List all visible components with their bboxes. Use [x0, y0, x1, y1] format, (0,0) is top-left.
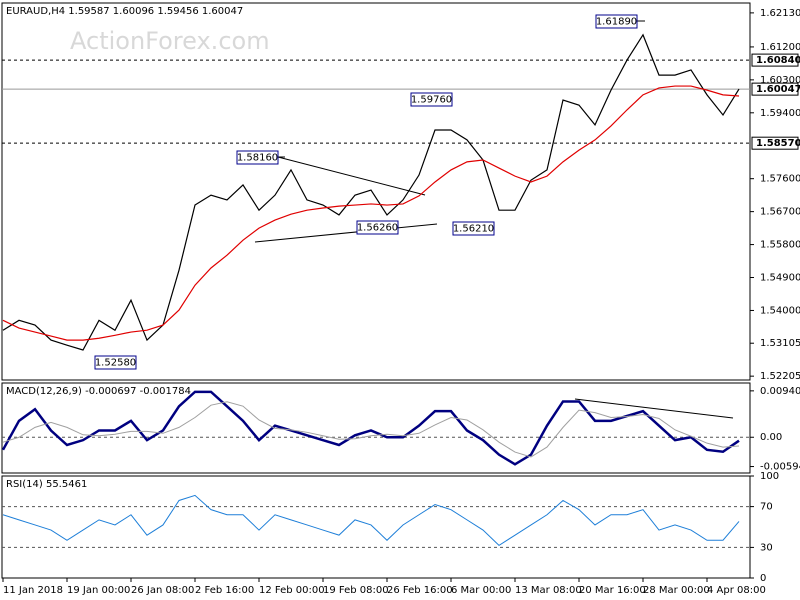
trendline	[254, 223, 438, 243]
x-tick-label: 19 Feb 08:00	[323, 585, 389, 596]
x-tick-label: 2 Feb 16:00	[195, 585, 254, 596]
level-label: 1.60047	[756, 84, 800, 95]
annotation-box	[94, 355, 137, 370]
x-tick-label: 4 Apr 08:00	[707, 585, 766, 596]
y-tick-label: 1.60300	[760, 75, 800, 86]
y-tick-label: 30	[760, 542, 773, 553]
annotation-box	[452, 221, 495, 236]
panel-title: MACD(12,26,9) -0.000697 -0.001784	[6, 386, 191, 397]
level-label: 1.60840	[756, 55, 800, 66]
y-tick-label: 0.009407	[760, 386, 800, 397]
y-tick-label: 0.00	[760, 432, 782, 443]
annotation-box	[595, 14, 638, 29]
level-label: 1.58570	[756, 138, 800, 149]
y-tick-label: 0	[760, 573, 766, 584]
series-line	[2, 85, 740, 341]
x-tick-label: 26 Feb 16:00	[387, 585, 453, 596]
annotation-label: 1.61890	[596, 17, 637, 28]
x-tick-label: 28 Mar 00:00	[643, 585, 710, 596]
series-line	[1, 390, 740, 466]
y-tick-label: 1.53105	[760, 338, 800, 349]
annotation-label: 1.52580	[95, 358, 136, 369]
y-tick-label: 70	[760, 502, 773, 513]
macd-trendline	[574, 398, 734, 419]
y-tick-label: 1.57600	[760, 174, 800, 185]
x-tick-label: 20 Mar 16:00	[579, 585, 646, 596]
annotation-label: 1.56210	[453, 224, 494, 235]
y-tick-label: 1.54900	[760, 273, 800, 284]
annotation-box	[356, 220, 399, 235]
price-panel	[1, 2, 751, 381]
x-tick-label: 12 Feb 00:00	[259, 585, 325, 596]
y-tick-label: 1.62130	[760, 8, 800, 19]
trendline	[277, 156, 426, 196]
y-tick-label: -0.00594	[760, 462, 800, 473]
panel-title: EURAUD,H4 1.59587 1.60096 1.59456 1.6004…	[6, 6, 243, 17]
watermark: ActionForex.com	[70, 27, 270, 55]
series-line	[2, 401, 740, 458]
x-tick-label: 26 Jan 08:00	[131, 585, 194, 596]
level-label-box	[751, 82, 799, 96]
y-tick-label: 100	[760, 471, 779, 482]
rsi-panel	[1, 475, 751, 579]
x-tick-label: 6 Mar 00:00	[451, 585, 511, 596]
y-tick-label: 1.59400	[760, 108, 800, 119]
panel-title: RSI(14) 55.5461	[6, 479, 87, 490]
y-tick-label: 1.54000	[760, 305, 800, 316]
x-tick-label: 11 Jan 2018	[3, 585, 63, 596]
x-tick-label: 13 Mar 08:00	[515, 585, 582, 596]
level-label-box	[751, 136, 799, 150]
y-tick-label: 1.56700	[760, 207, 800, 218]
x-tick-label: 19 Jan 00:00	[67, 585, 130, 596]
y-tick-label: 1.55800	[760, 240, 800, 251]
series-line	[2, 494, 740, 546]
annotation-box	[236, 150, 279, 165]
series-line	[2, 33, 740, 351]
level-label-box	[751, 53, 799, 67]
y-tick-label: 1.52205	[760, 371, 800, 382]
annotation-label: 1.58160	[237, 153, 278, 164]
macd-panel	[1, 382, 751, 474]
annotation-label: 1.56260	[357, 223, 398, 234]
annotation-box	[410, 92, 453, 107]
annotation-label: 1.59760	[411, 95, 452, 106]
y-tick-label: 1.61200	[760, 42, 800, 53]
